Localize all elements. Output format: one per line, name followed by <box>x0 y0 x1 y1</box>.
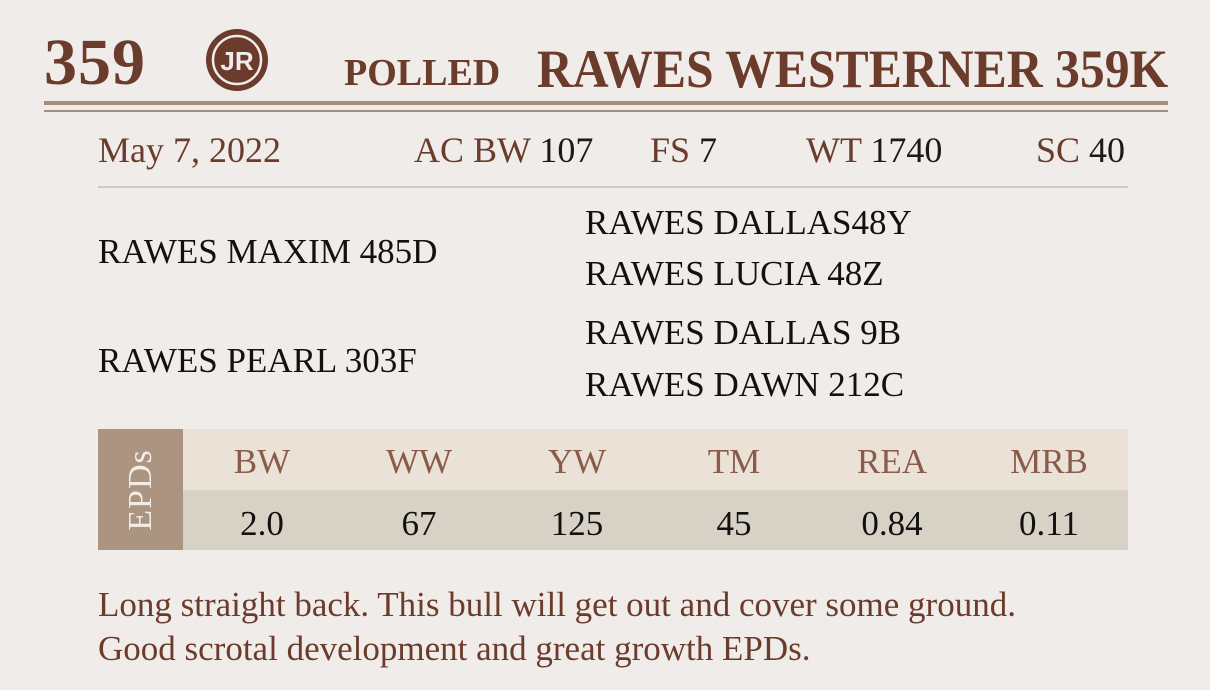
epd-side-label: EPDs <box>98 429 183 550</box>
epd-col-header: BW <box>233 442 291 481</box>
pedigree-sire: RAWES MAXIM 485D <box>98 232 438 271</box>
description-line-1: Long straight back. This bull will get o… <box>98 585 1016 624</box>
polled-label: POLLED <box>344 52 501 94</box>
description: Long straight back. This bull will get o… <box>98 583 1016 671</box>
stat-fs: FS 7 <box>650 132 717 168</box>
stat-value: 1740 <box>870 130 943 170</box>
epd-value: 45 <box>716 504 752 543</box>
birth-date: May 7, 2022 <box>98 130 281 170</box>
epd-col-header: TM <box>707 442 761 481</box>
stat-label: FS <box>650 130 691 170</box>
epd-header-row: BW WW YW TM REA MRB <box>183 429 1128 490</box>
epd-col-header: YW <box>547 442 607 481</box>
pedigree-dam-sire: RAWES DALLAS 9B <box>585 313 902 352</box>
epd-col-header: WW <box>385 442 453 481</box>
epd-col-header: MRB <box>1010 442 1088 481</box>
epd-value: 2.0 <box>240 504 284 543</box>
epd-value: 0.84 <box>861 504 923 543</box>
epd-value: 125 <box>550 504 604 543</box>
stat-value: 107 <box>539 130 594 170</box>
stat-value: 7 <box>699 130 718 170</box>
epd-table: EPDs BW WW YW TM REA MRB 2.0 67 125 45 0… <box>98 429 1128 550</box>
epd-col-header: REA <box>857 442 927 481</box>
svg-text:JR: JR <box>220 46 253 76</box>
bull-name: RAWES WESTERNER 359K <box>536 39 1168 99</box>
pedigree-sire-sire: RAWES DALLAS48Y <box>585 203 912 242</box>
epd-value: 67 <box>401 504 437 543</box>
epd-values-row: 2.0 67 125 45 0.84 0.11 <box>183 490 1128 550</box>
stat-label: SC <box>1036 130 1081 170</box>
header-rule-thick <box>44 101 1168 105</box>
stat-label: AC BW <box>414 130 531 170</box>
pedigree-sire-dam: RAWES LUCIA 48Z <box>585 254 884 293</box>
ranch-logo-icon: JR <box>206 29 268 91</box>
stat-label: WT <box>806 130 862 170</box>
stat-sc: SC 40 <box>1036 132 1125 168</box>
stats-divider <box>98 186 1128 188</box>
epd-side-text: EPDs <box>121 448 159 531</box>
epd-value: 0.11 <box>1019 504 1079 543</box>
stat-ac-bw: AC BW 107 <box>414 132 593 168</box>
description-line-2: Good scrotal development and great growt… <box>98 629 811 668</box>
lot-number: 359 <box>44 26 146 99</box>
pedigree-dam: RAWES PEARL 303F <box>98 341 417 380</box>
stat-wt: WT 1740 <box>806 132 942 168</box>
pedigree-dam-dam: RAWES DAWN 212C <box>585 365 905 404</box>
stat-value: 40 <box>1089 130 1126 170</box>
header-rule-thin <box>44 110 1168 112</box>
